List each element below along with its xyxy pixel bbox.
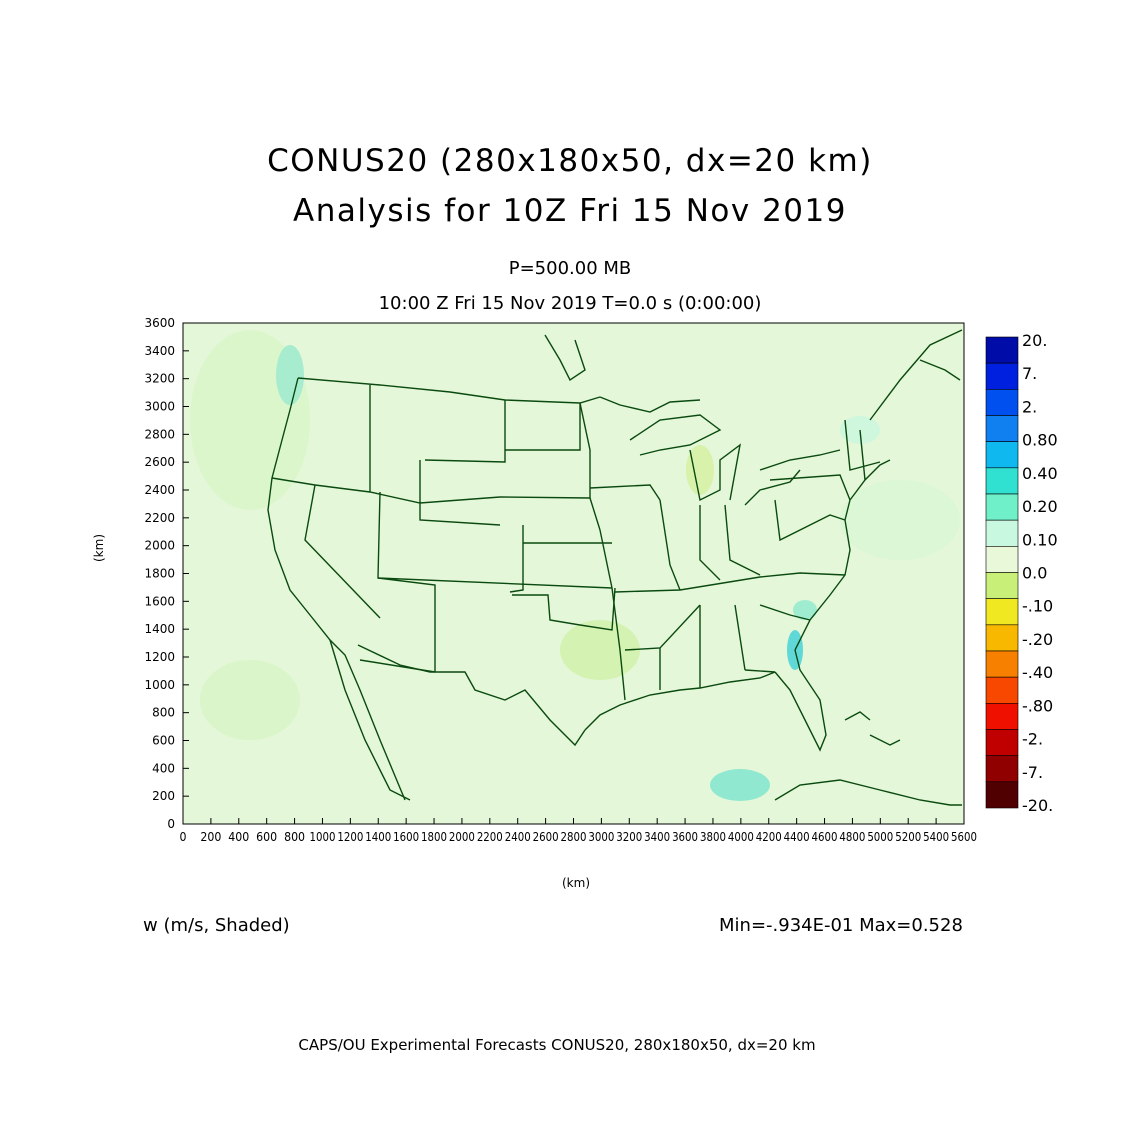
x-tick-label: 1400 [365,830,391,844]
variable-label: w (m/s, Shaded) [143,915,290,936]
x-tick-label: 3800 [700,830,726,844]
y-tick-label: 3600 [144,316,175,330]
x-tick-label: 0 [180,830,187,844]
colorbar-swatch [985,781,1019,809]
x-tick-label: 3600 [672,830,698,844]
colorbar: 20. 7. 2. 0.80 0.40 0.20 0.10 0.0 -.10 -.20 -.40 -.… [985,331,1058,815]
x-tick-label: 5600 [951,830,977,844]
colorbar-label: -2. [1022,730,1043,749]
colorbar-swatch [985,755,1019,783]
colorbar-swatch [985,362,1019,390]
colorbar-swatch [985,572,1019,599]
x-axis-ticks: 0 200 400 600 800 1000 1200 1400 1600 1800 2000 220… [180,818,977,844]
x-tick-label: 2600 [533,830,559,844]
colorbar-label: 20. [1022,331,1047,350]
y-tick-label: 2800 [144,427,175,441]
y-tick-label: 2600 [144,455,175,469]
colorbar-label: -.20 [1022,630,1053,649]
colorbar-swatch [985,703,1019,730]
colorbar-label: -.10 [1022,597,1053,616]
y-tick-label: 1000 [144,678,175,692]
x-tick-label: 4800 [839,830,865,844]
y-tick-label: 2200 [144,511,175,525]
x-tick-label: 4400 [784,830,810,844]
x-tick-label: 4000 [728,830,754,844]
state-boundaries [267,329,963,806]
x-tick-label: 3000 [588,830,614,844]
x-tick-label: 1600 [393,830,419,844]
field-shading [190,330,960,801]
x-tick-label: 3200 [616,830,642,844]
x-tick-label: 5400 [923,830,949,844]
colorbar-swatch [985,389,1019,416]
x-axis-label: (km) [562,876,591,890]
y-tick-label: 200 [152,789,175,803]
title-line-2: Analysis for 10Z Fri 15 Nov 2019 [293,193,847,229]
colorbar-label: 2. [1022,397,1037,416]
x-tick-label: 200 [200,830,221,844]
y-tick-label: 2000 [144,539,175,553]
x-tick-label: 3400 [644,830,670,844]
y-tick-label: 0 [167,817,175,831]
colorbar-swatch [985,493,1019,521]
min-max-label: Min=-.934E-01 Max=0.528 [719,915,963,936]
valid-time: 10:00 Z Fri 15 Nov 2019 T=0.0 s (0:00:00… [378,293,762,314]
x-tick-label: 4600 [812,830,838,844]
x-tick-label: 800 [284,830,305,844]
x-tick-label: 1800 [421,830,447,844]
x-tick-label: 2200 [477,830,503,844]
y-tick-label: 400 [152,761,175,775]
y-tick-label: 1400 [144,622,175,636]
colorbar-label: 7. [1022,364,1037,383]
y-tick-label: 3000 [144,400,175,414]
colorbar-label: 0.80 [1022,431,1058,450]
colorbar-label: 0.20 [1022,497,1058,516]
colorbar-swatch [985,441,1019,469]
colorbar-swatch [985,415,1019,442]
x-tick-label: 400 [228,830,249,844]
y-tick-label: 600 [152,734,175,748]
colorbar-label: -7. [1022,763,1043,782]
colorbar-swatch [985,598,1019,626]
colorbar-swatch [985,519,1019,547]
x-tick-label: 2000 [449,830,475,844]
colorbar-label: 0.10 [1022,530,1058,549]
x-tick-label: 1000 [309,830,335,844]
footer-credit: CAPS/OU Experimental Forecasts CONUS20, … [298,1036,816,1054]
y-tick-label: 3400 [144,344,175,358]
x-tick-label: 2400 [505,830,531,844]
colorbar-swatch [985,546,1019,573]
y-tick-label: 2400 [144,483,175,497]
title-line-1: CONUS20 (280x180x50, dx=20 km) [267,143,873,179]
x-tick-label: 600 [256,830,277,844]
colorbar-label: 0.40 [1022,464,1058,483]
y-tick-label: 1600 [144,594,175,608]
colorbar-swatch [985,467,1019,495]
y-tick-label: 1200 [144,650,175,664]
y-tick-label: 800 [152,706,175,720]
x-tick-label: 2800 [561,830,587,844]
pressure-level: P=500.00 MB [508,258,632,279]
x-tick-label: 4200 [756,830,782,844]
y-axis-ticks: 0 200 400 600 800 1000 1200 1400 1600 1800 2000 220… [144,316,189,831]
colorbar-label: -20. [1022,796,1053,815]
y-axis-label: (km) [92,533,106,562]
x-tick-label: 5200 [895,830,921,844]
y-tick-label: 3200 [144,372,175,386]
y-tick-label: 1800 [144,567,175,581]
colorbar-swatch [985,650,1019,678]
colorbar-label: 0.0 [1022,564,1047,583]
colorbar-swatch [985,336,1019,364]
colorbar-label: -.80 [1022,696,1053,715]
x-tick-label: 1200 [337,830,363,844]
colorbar-swatch [985,624,1019,652]
colorbar-label: -.40 [1022,663,1053,682]
map-background [183,323,964,824]
x-tick-label: 5000 [867,830,893,844]
colorbar-swatch [985,729,1019,756]
colorbar-swatch [985,676,1019,704]
map-area [183,323,964,824]
